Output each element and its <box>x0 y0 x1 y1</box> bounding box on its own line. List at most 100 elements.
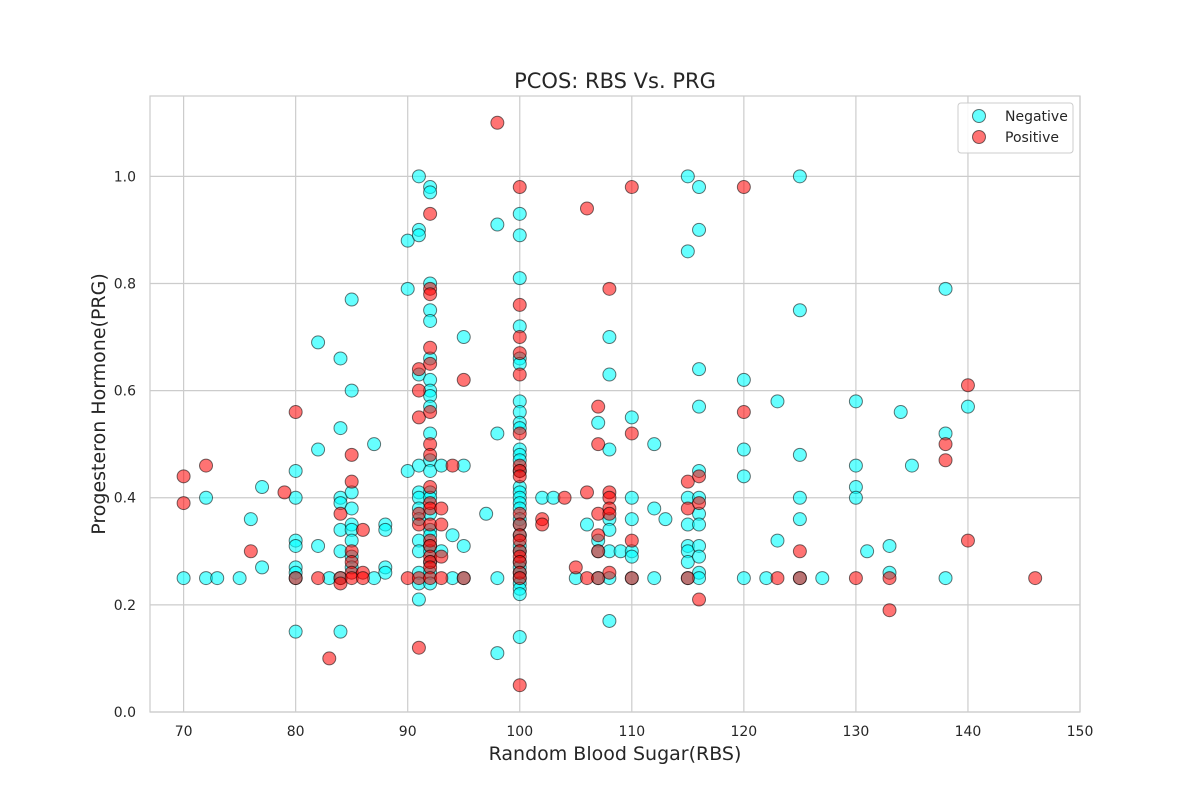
point-positive <box>624 426 639 441</box>
point-positive <box>199 458 214 473</box>
point-negative <box>445 528 460 543</box>
point-negative <box>479 506 494 521</box>
series-negative <box>176 169 975 661</box>
point-negative <box>591 415 606 430</box>
point-positive <box>512 180 527 195</box>
point-positive <box>624 571 639 586</box>
point-positive <box>176 469 191 484</box>
point-negative <box>456 330 471 345</box>
point-negative <box>680 244 695 259</box>
y-tick-label: 0.2 <box>114 598 136 614</box>
point-negative <box>680 555 695 570</box>
point-negative <box>400 281 415 296</box>
point-positive <box>434 549 449 564</box>
point-negative <box>344 383 359 398</box>
point-negative <box>602 367 617 382</box>
point-negative <box>792 303 807 318</box>
y-tick-label: 1.0 <box>114 169 136 185</box>
point-negative <box>736 571 751 586</box>
point-negative <box>411 592 426 607</box>
point-positive <box>512 678 527 693</box>
point-positive <box>692 496 707 511</box>
point-positive <box>423 287 438 302</box>
point-positive <box>311 571 326 586</box>
point-positive <box>423 480 438 495</box>
point-negative <box>311 442 326 457</box>
point-negative <box>736 469 751 484</box>
point-negative <box>647 437 662 452</box>
point-negative <box>692 222 707 237</box>
point-negative <box>624 410 639 425</box>
point-positive <box>512 330 527 345</box>
point-positive <box>792 571 807 586</box>
point-positive <box>423 206 438 221</box>
point-negative <box>512 630 527 645</box>
point-positive <box>579 201 594 216</box>
point-negative <box>400 233 415 248</box>
point-positive <box>176 496 191 511</box>
point-negative <box>311 335 326 350</box>
point-negative <box>288 463 303 478</box>
point-negative <box>512 206 527 221</box>
point-negative <box>232 571 247 586</box>
point-negative <box>815 571 830 586</box>
point-positive <box>692 592 707 607</box>
point-negative <box>692 549 707 564</box>
point-negative <box>378 522 393 537</box>
point-positive <box>624 180 639 195</box>
point-negative <box>692 399 707 414</box>
point-negative <box>692 180 707 195</box>
point-negative <box>960 399 975 414</box>
point-negative <box>848 490 863 505</box>
point-positive <box>243 544 258 559</box>
point-negative <box>770 533 785 548</box>
point-positive <box>591 544 606 559</box>
point-negative <box>255 560 270 575</box>
point-positive <box>848 571 863 586</box>
point-positive <box>557 490 572 505</box>
point-negative <box>624 512 639 527</box>
y-tick-label: 0.6 <box>114 384 136 400</box>
point-negative <box>658 512 673 527</box>
chart-title: PCOS: RBS Vs. PRG <box>514 69 716 93</box>
point-negative <box>680 169 695 184</box>
point-negative <box>512 228 527 243</box>
legend-label-negative: Negative <box>1005 109 1068 125</box>
point-positive <box>411 410 426 425</box>
x-tick-label: 120 <box>730 724 757 740</box>
point-positive <box>423 340 438 355</box>
point-negative <box>311 538 326 553</box>
point-positive <box>960 378 975 393</box>
point-negative <box>882 538 897 553</box>
point-positive <box>423 356 438 371</box>
point-negative <box>333 351 348 366</box>
point-negative <box>490 571 505 586</box>
legend-marker-negative <box>972 109 986 123</box>
point-positive <box>591 437 606 452</box>
point-negative <box>904 458 919 473</box>
point-negative <box>490 646 505 661</box>
legend-marker-positive <box>972 130 986 144</box>
point-positive <box>411 383 426 398</box>
point-positive <box>288 405 303 420</box>
x-tick-label: 110 <box>618 724 645 740</box>
point-positive <box>882 571 897 586</box>
point-positive <box>512 426 527 441</box>
y-tick-label: 0.4 <box>114 491 136 507</box>
point-negative <box>792 490 807 505</box>
point-negative <box>692 362 707 377</box>
point-negative <box>490 217 505 232</box>
point-positive <box>288 571 303 586</box>
legend-label-positive: Positive <box>1005 130 1059 146</box>
point-positive <box>591 571 606 586</box>
x-tick-label: 90 <box>399 724 417 740</box>
point-negative <box>490 426 505 441</box>
legend-box <box>957 102 1074 154</box>
x-tick-label: 70 <box>175 724 193 740</box>
x-tick-label: 140 <box>955 724 982 740</box>
y-tick-label: 0.0 <box>114 705 136 721</box>
point-positive <box>602 281 617 296</box>
y-axis-label: Progesteron Hormone(PRG) <box>88 273 110 535</box>
